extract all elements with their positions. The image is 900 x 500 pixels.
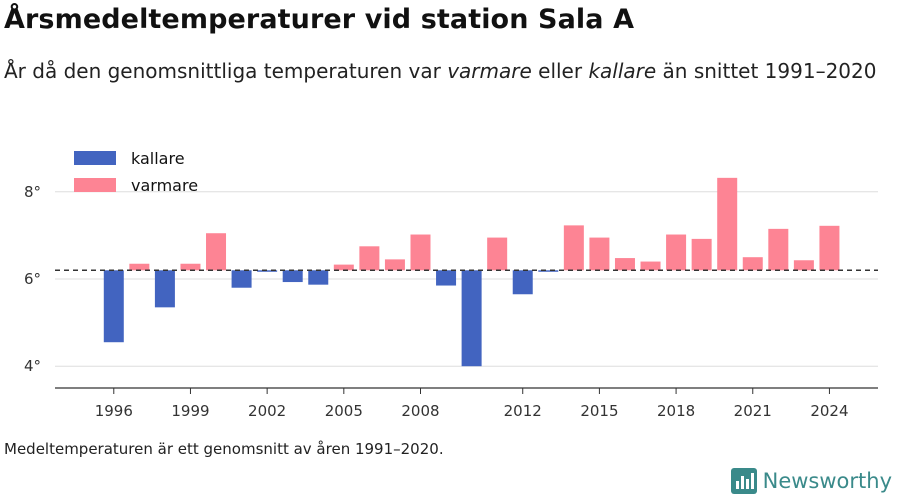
bar-2009: [436, 270, 457, 286]
bar-2013: [538, 270, 559, 272]
x-tick-label: 2002: [248, 402, 286, 420]
bar-2019: [691, 238, 712, 271]
bar-2011: [487, 237, 508, 271]
bar-2022: [768, 228, 789, 271]
x-tick-label: 2012: [504, 402, 542, 420]
bar-2021: [742, 257, 763, 271]
legend: kallare varmare: [74, 149, 198, 195]
x-tick-label: 1996: [95, 402, 133, 420]
bar-2005: [333, 264, 354, 271]
bar-2003: [282, 270, 303, 283]
legend-swatch-kallare: [74, 151, 116, 165]
bar-1996: [103, 270, 124, 343]
bar-2020: [717, 177, 738, 271]
bar-2004: [308, 270, 329, 285]
subtitle-part2: eller: [531, 59, 589, 83]
subtitle-part1: År då den genomsnittliga temperaturen va…: [4, 59, 448, 83]
x-tick-label: 2015: [580, 402, 618, 420]
subtitle-cold-word: kallare: [588, 59, 657, 83]
bar-1997: [129, 263, 150, 271]
bar-2014: [563, 225, 584, 271]
legend-label-kallare: kallare: [131, 149, 185, 168]
x-tick-label: 2024: [810, 402, 848, 420]
brand: Newsworthy: [730, 468, 892, 494]
x-tick-label: 2008: [401, 402, 439, 420]
bar-2015: [589, 237, 610, 271]
bar-2010: [461, 270, 482, 367]
x-tick-label: 2005: [325, 402, 363, 420]
bar-2006: [359, 246, 380, 271]
subtitle-warm-word: varmare: [447, 59, 532, 83]
bar-2007: [384, 259, 405, 271]
newsworthy-logo-icon: [730, 468, 757, 494]
bar-2012: [512, 270, 533, 295]
bar-2017: [640, 261, 661, 271]
bar-2024: [819, 225, 840, 271]
chart-subtitle: År då den genomsnittliga temperaturen va…: [4, 56, 884, 87]
brand-name: Newsworthy: [762, 469, 892, 493]
bar-2000: [206, 233, 227, 271]
footnote: Medeltemperaturen är ett genomsnitt av å…: [4, 440, 444, 458]
bar-2018: [666, 234, 687, 271]
bar-2016: [614, 258, 635, 271]
y-tick-label: 4°: [24, 357, 41, 375]
temperature-bar-chart: 4° 6° 8° 1996 1999 2002 2005 2008 2012 2015 2018 20…: [24, 149, 878, 420]
bar-2023: [793, 260, 814, 271]
legend-label-varmare: varmare: [131, 176, 198, 195]
bar-1998: [154, 270, 175, 308]
y-tick-label: 8°: [24, 183, 41, 201]
bar-2008: [410, 234, 431, 271]
y-tick-label: 6°: [24, 270, 41, 288]
x-tick-label: 1999: [171, 402, 209, 420]
x-tick-label: 2021: [734, 402, 772, 420]
bar-layer: [103, 177, 840, 367]
bar-2002: [257, 270, 278, 272]
bar-2001: [231, 270, 252, 288]
chart-title: Årsmedeltemperaturer vid station Sala A: [4, 4, 635, 35]
x-tick-label: 2018: [657, 402, 695, 420]
bar-1999: [180, 263, 201, 271]
axis-layer: 4° 6° 8° 1996 1999 2002 2005 2008 2012 2015 2018 20…: [24, 183, 878, 420]
legend-swatch-varmare: [74, 178, 116, 192]
subtitle-part3: än snittet 1991–2020: [656, 59, 877, 83]
